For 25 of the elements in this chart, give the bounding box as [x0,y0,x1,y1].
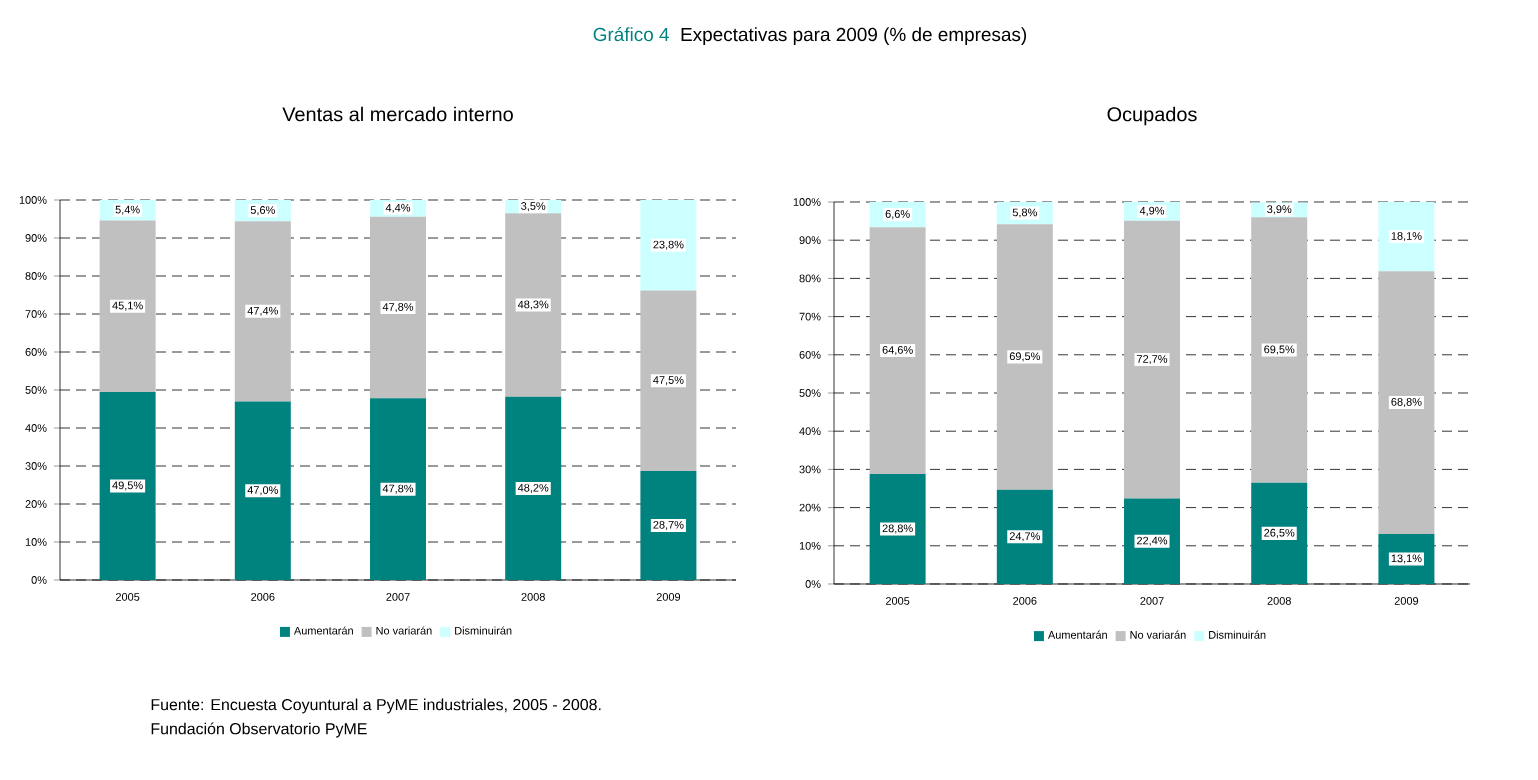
bar [1378,271,1435,534]
bar [1124,498,1181,584]
bar [505,396,562,580]
bar [505,213,562,397]
bar [640,290,697,471]
bar [996,224,1053,490]
bar [234,221,291,402]
bar [1251,482,1308,584]
bar [1378,201,1435,272]
bar [869,473,926,584]
bar [640,470,697,580]
bar [370,398,426,580]
bar [370,216,426,399]
bar [1124,220,1181,499]
bar [640,200,697,291]
bar [996,489,1053,584]
bar [234,401,291,580]
chart-title: Ocupados [1107,106,1197,126]
text: Expectativas para 2009 (% de empresas) [681,27,1027,45]
bar [99,220,156,392]
bar [99,391,156,580]
bar [1251,217,1308,483]
bar [869,227,926,474]
chart-title: Ventas al mercado interno [282,106,513,122]
text: Gráfico 4 [593,27,669,42]
